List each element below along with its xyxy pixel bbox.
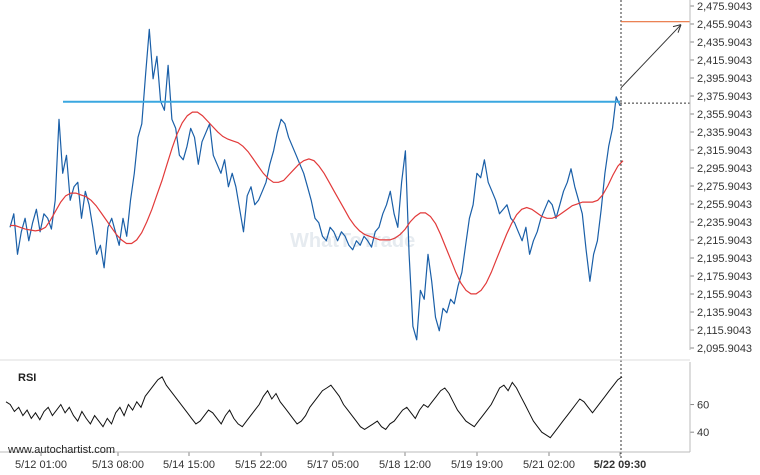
y-tick-label: 2,435.9043 [697, 37, 752, 49]
price-chart [9, 0, 690, 460]
x-tick-label: 5/15 22:00 [235, 459, 287, 471]
x-tick-label: 5/19 19:00 [451, 459, 503, 471]
x-tick-label: 5/22 09:30 [594, 459, 647, 471]
y-tick-label: 2,375.9043 [697, 91, 752, 103]
y-tick-label: 2,275.9043 [697, 181, 752, 193]
y-tick-label: 2,355.9043 [697, 109, 752, 121]
y-tick-label: 2,095.9043 [697, 343, 752, 355]
y-tick-label: 2,235.9043 [697, 217, 752, 229]
x-tick-label: 5/18 12:00 [379, 459, 431, 471]
watermark: WhatToTrade [290, 230, 415, 252]
watermark-text: WhatToTrade [290, 230, 415, 252]
rsi-tick-label: 40 [697, 427, 709, 439]
y-tick-label: 2,215.9043 [697, 235, 752, 247]
rsi-title: RSI [18, 372, 36, 384]
y-tick-label: 2,295.9043 [697, 163, 752, 175]
y-tick-label: 2,195.9043 [697, 253, 752, 265]
credit-text: www.autochartist.com [7, 444, 115, 456]
moving-average-line [10, 111, 624, 295]
y-tick-label: 2,135.9043 [697, 307, 752, 319]
y-tick-label: 2,455.9043 [697, 19, 752, 31]
y-tick-label: 2,115.9043 [697, 325, 751, 337]
price-line [9, 28, 621, 341]
time-axis: 5/12 01:00 5/13 08:00 5/14 15:00 5/15 22:00… [0, 451, 690, 471]
x-tick-label: 5/14 15:00 [163, 459, 215, 471]
y-tick-label: 2,175.9043 [697, 271, 752, 283]
x-tick-label: 5/21 02:00 [523, 459, 575, 471]
projection-arrow-line [620, 24, 682, 89]
price-axis: 2,475.9043 2,455.9043 2,435.9043 2,415.9043… [689, 0, 752, 355]
rsi-panel: 60 40 [0, 359, 709, 452]
y-tick-label: 2,155.9043 [697, 289, 752, 301]
rsi-tick-label: 60 [697, 400, 709, 412]
x-tick-label: 5/12 01:00 [15, 459, 67, 471]
y-tick-label: 2,475.9043 [697, 1, 752, 13]
projection-arrowhead [672, 24, 682, 33]
y-tick-label: 2,315.9043 [697, 145, 752, 157]
y-tick-label: 2,415.9043 [697, 55, 752, 67]
x-tick-label: 5/17 05:00 [307, 459, 359, 471]
y-tick-label: 2,335.9043 [697, 127, 752, 139]
y-tick-label: 2,255.9043 [697, 199, 752, 211]
rsi-line [5, 376, 623, 439]
x-tick-label: 5/13 08:00 [92, 459, 144, 471]
y-tick-label: 2,395.9043 [697, 73, 752, 85]
